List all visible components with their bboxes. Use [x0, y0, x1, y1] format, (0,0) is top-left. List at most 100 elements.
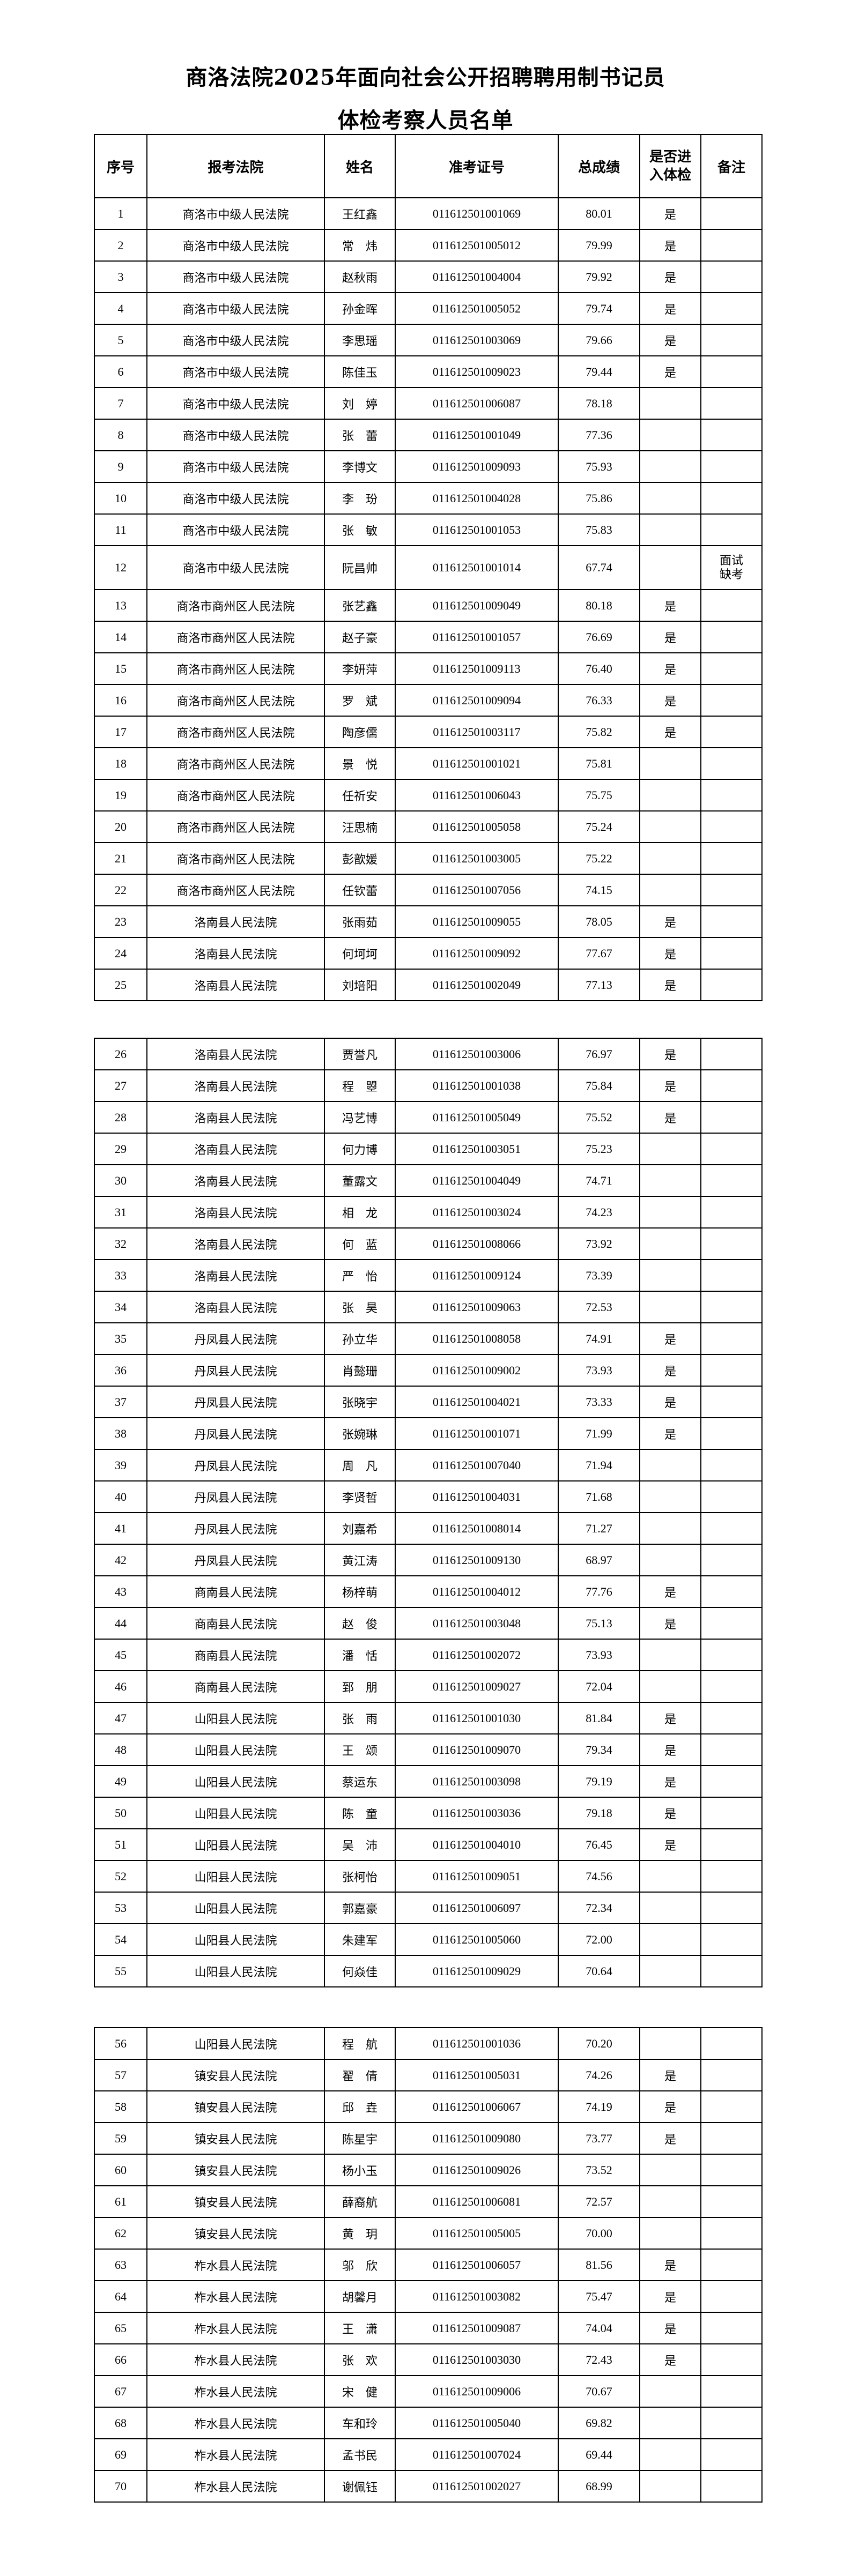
- table-row: 53 山阳县人民法院 郭嘉豪 011612501006097 72.34: [94, 1892, 763, 1924]
- total-score: 74.56: [558, 1860, 640, 1893]
- remark-cell: [700, 2470, 763, 2503]
- exam-id: 011612501009002: [395, 1354, 559, 1387]
- medical-exam-status: [639, 1259, 701, 1292]
- court-name: 商洛市中级人民法院: [146, 513, 325, 546]
- remark-cell: [700, 684, 763, 717]
- document-title: 商洛法院2025年面向社会公开招聘聘用制书记员: [186, 65, 665, 90]
- candidate-name: 张雨茹: [324, 905, 396, 938]
- remark-cell: [700, 1765, 763, 1798]
- total-score: 75.23: [558, 1133, 640, 1165]
- header-medical-line2: 入体检: [649, 167, 691, 183]
- total-score: 72.53: [558, 1291, 640, 1323]
- medical-exam-status: 是: [639, 905, 701, 938]
- table-row: 55 山阳县人民法院 何焱佳 011612501009029 70.64: [94, 1955, 763, 1987]
- court-name: 洛南县人民法院: [146, 1227, 325, 1260]
- court-name: 商洛市商州区人民法院: [146, 621, 325, 653]
- medical-exam-status: [639, 2375, 701, 2408]
- candidate-name: 张晓宇: [324, 1386, 396, 1418]
- court-name: 山阳县人民法院: [146, 1923, 325, 1956]
- court-name: 柞水县人民法院: [146, 2375, 325, 2408]
- court-name: 山阳县人民法院: [146, 1892, 325, 1924]
- total-score: 67.74: [558, 545, 640, 590]
- total-score: 74.71: [558, 1164, 640, 1197]
- court-name: 洛南县人民法院: [146, 1196, 325, 1229]
- total-score: 73.92: [558, 1227, 640, 1260]
- court-name: 商洛市中级人民法院: [146, 229, 325, 262]
- court-name: 柞水县人民法院: [146, 2249, 325, 2281]
- court-name: 商洛市中级人民法院: [146, 260, 325, 293]
- candidate-name: 黄江涛: [324, 1544, 396, 1576]
- candidate-name: 王 潇: [324, 2312, 396, 2344]
- table-row: 19 商洛市商州区人民法院 任祈安 011612501006043 75.75: [94, 779, 763, 811]
- exam-id: 011612501009094: [395, 684, 559, 717]
- row-number: 34: [94, 1291, 147, 1323]
- table-row: 27 洛南县人民法院程 曌 011612501001038 75.84 是: [94, 1069, 763, 1102]
- remark-cell: [700, 1227, 763, 1260]
- table-row: 3 商洛市中级人民法院 赵秋雨 011612501004004 79.92 是: [94, 260, 763, 293]
- candidate-name: 张 昊: [324, 1291, 396, 1323]
- exam-id: 011612501004004: [395, 260, 559, 293]
- table-row: 9 商洛市中级人民法院 李博文 011612501009093 75.93: [94, 450, 763, 483]
- medical-exam-status: [639, 1291, 701, 1323]
- court-name: 商洛市商州区人民法院: [146, 810, 325, 843]
- court-name: 洛南县人民法院: [146, 1164, 325, 1197]
- exam-id: 011612501005052: [395, 292, 559, 325]
- court-name: 洛南县人民法院: [146, 1259, 325, 1292]
- court-name: 山阳县人民法院: [146, 1955, 325, 1987]
- table-row: 37 丹凤县人民法院 张晓宇 011612501004021 73.33 是: [94, 1386, 763, 1418]
- total-score: 72.57: [558, 2185, 640, 2218]
- total-score: 70.20: [558, 2027, 640, 2060]
- row-number: 36: [94, 1354, 147, 1387]
- table-row: 58 镇安县人民法院邱 垚 011612501006067 74.19 是: [94, 2090, 763, 2123]
- total-score: 77.13: [558, 969, 640, 1001]
- row-number: 38: [94, 1417, 147, 1450]
- candidate-name: 孙金晖: [324, 292, 396, 325]
- total-score: 75.82: [558, 716, 640, 748]
- medical-exam-status: [639, 2217, 701, 2250]
- medical-exam-status: [639, 482, 701, 515]
- remark-cell: [700, 2343, 763, 2376]
- total-score: 74.15: [558, 874, 640, 906]
- row-number: 18: [94, 747, 147, 780]
- candidate-name: 任钦蕾: [324, 874, 396, 906]
- exam-id: 011612501009093: [395, 450, 559, 483]
- medical-exam-status: [639, 842, 701, 875]
- remark-cell: [700, 482, 763, 515]
- remark-cell: [700, 1480, 763, 1513]
- total-score: 73.77: [558, 2122, 640, 2155]
- row-number: 5: [94, 324, 147, 356]
- candidate-name: 赵 俊: [324, 1607, 396, 1640]
- table-row: 50 山阳县人民法院陈 童 011612501003036 79.18 是: [94, 1797, 763, 1829]
- exam-id: 011612501003082: [395, 2280, 559, 2313]
- remark-cell: [700, 2059, 763, 2091]
- table-row: 67 柞水县人民法院宋 健 011612501009006 70.67: [94, 2375, 763, 2408]
- table-row: 23 洛南县人民法院 张雨茹 011612501009055 78.05 是: [94, 905, 763, 938]
- court-name: 洛南县人民法院: [146, 905, 325, 938]
- medical-exam-status: 是: [639, 621, 701, 653]
- remark-cell: [700, 2090, 763, 2123]
- court-name: 商南县人民法院: [146, 1575, 325, 1608]
- row-number: 68: [94, 2407, 147, 2439]
- court-name: 镇安县人民法院: [146, 2090, 325, 2123]
- row-number: 24: [94, 937, 147, 970]
- court-name: 柞水县人民法院: [146, 2438, 325, 2471]
- table-row: 30 洛南县人民法院 董露文 011612501004049 74.71: [94, 1164, 763, 1197]
- court-name: 柞水县人民法院: [146, 2312, 325, 2344]
- exam-id: 011612501006067: [395, 2090, 559, 2123]
- table-row: 40 丹凤县人民法院 李贤哲 011612501004031 71.68: [94, 1480, 763, 1513]
- row-number: 3: [94, 260, 147, 293]
- exam-id: 011612501009087: [395, 2312, 559, 2344]
- candidate-name: 常 炜: [324, 229, 396, 262]
- remark-cell: [700, 1354, 763, 1387]
- row-number: 7: [94, 387, 147, 420]
- remark-cell: [700, 779, 763, 811]
- court-name: 商洛市商州区人民法院: [146, 874, 325, 906]
- candidate-name: 李妍萍: [324, 652, 396, 685]
- row-number: 12: [94, 545, 147, 590]
- medical-exam-status: [639, 2027, 701, 2060]
- remark-cell: [700, 842, 763, 875]
- court-name: 商洛市中级人民法院: [146, 292, 325, 325]
- remark-cell: [700, 2249, 763, 2281]
- remark-cell: [700, 1607, 763, 1640]
- medical-exam-status: [639, 1955, 701, 1987]
